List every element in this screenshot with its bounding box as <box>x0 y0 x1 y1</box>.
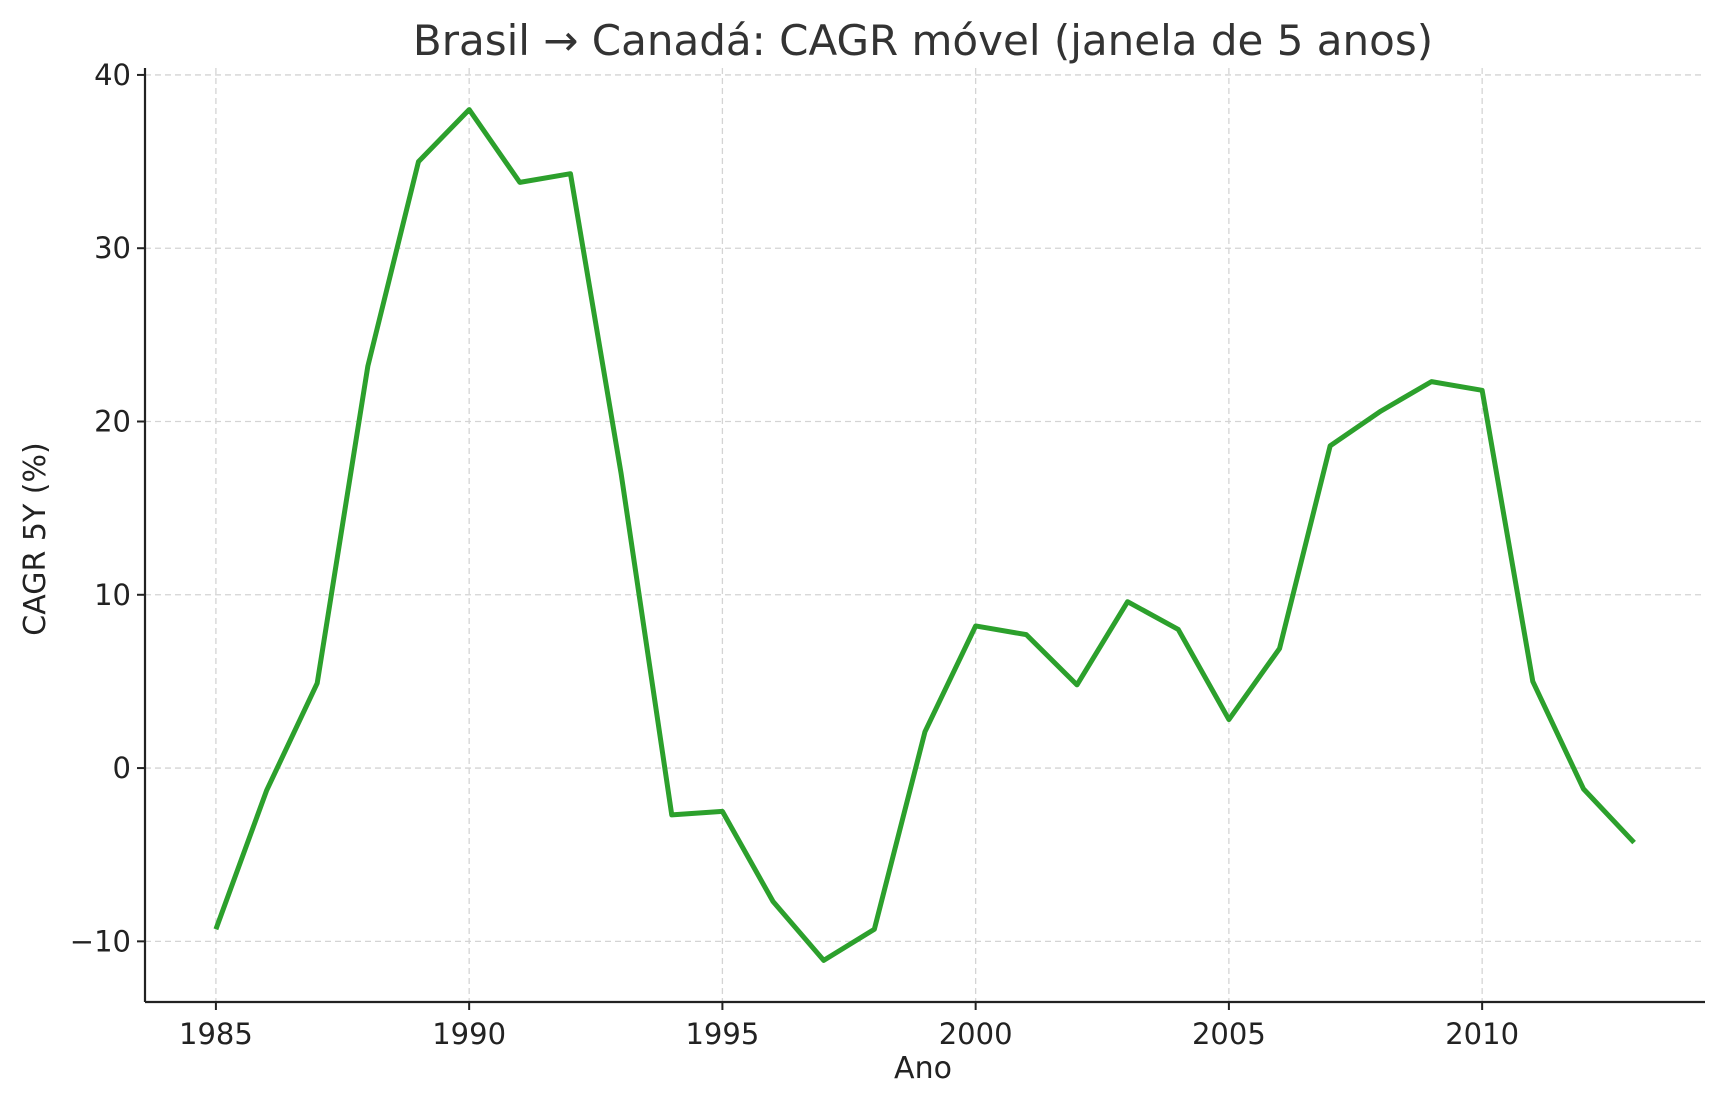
x-tick-label: 1985 <box>179 1017 253 1051</box>
y-tick-label: 10 <box>94 578 131 612</box>
x-tick-label: 2005 <box>1192 1017 1266 1051</box>
x-tick-label: 2010 <box>1445 1017 1519 1051</box>
ticks-layer: 1985 1990 1995 2000 2005 2010 −10 0 10 20 30 40 <box>70 58 1519 1051</box>
x-tick-label: 2000 <box>939 1017 1013 1051</box>
y-axis-label: CAGR 5Y (%) <box>18 442 53 635</box>
x-tick-label: 1995 <box>685 1017 759 1051</box>
series-line <box>213 107 1636 963</box>
y-tick-label: 30 <box>94 231 131 265</box>
series-layer <box>213 107 1636 963</box>
axes-layer <box>143 68 1705 1004</box>
y-tick-label: 20 <box>94 404 131 438</box>
chart-title: Brasil → Canadá: CAGR móvel (janela de 5… <box>413 16 1433 65</box>
y-tick-label: 40 <box>94 58 131 92</box>
grid-layer <box>145 68 1705 1002</box>
y-tick-label: 0 <box>113 751 131 785</box>
y-tick-label: −10 <box>70 924 131 958</box>
x-tick-label: 1990 <box>432 1017 506 1051</box>
x-axis-label: Ano <box>894 1051 952 1086</box>
